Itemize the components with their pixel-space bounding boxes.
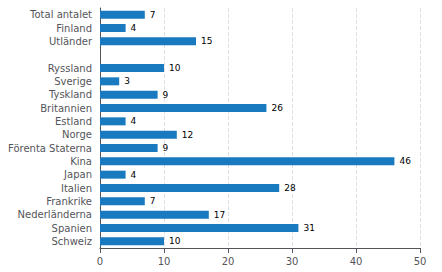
- svg-text:10: 10: [169, 236, 181, 246]
- svg-text:Estland: Estland: [55, 116, 92, 127]
- svg-text:Ryssland: Ryssland: [48, 63, 92, 74]
- svg-text:26: 26: [271, 103, 283, 113]
- svg-text:7: 7: [150, 196, 156, 206]
- svg-text:46: 46: [399, 156, 411, 166]
- svg-text:Spanien: Spanien: [52, 223, 92, 234]
- svg-text:Finland: Finland: [56, 23, 92, 34]
- svg-text:Schweiz: Schweiz: [51, 236, 92, 247]
- svg-text:Tyskland: Tyskland: [48, 89, 92, 100]
- svg-text:50: 50: [414, 256, 427, 267]
- svg-text:Nederländerna: Nederländerna: [18, 209, 92, 220]
- svg-text:Utländer: Utländer: [49, 36, 93, 47]
- svg-text:30: 30: [286, 256, 299, 267]
- svg-text:7: 7: [150, 10, 156, 20]
- svg-text:Sverige: Sverige: [54, 76, 92, 87]
- svg-text:Japan: Japan: [63, 169, 92, 180]
- svg-text:31: 31: [303, 223, 314, 233]
- svg-text:0: 0: [97, 256, 103, 267]
- svg-text:Kina: Kina: [70, 156, 92, 167]
- svg-text:3: 3: [124, 76, 130, 86]
- svg-text:4: 4: [131, 116, 137, 126]
- svg-text:10: 10: [169, 63, 181, 73]
- svg-text:9: 9: [163, 90, 169, 100]
- svg-text:12: 12: [182, 130, 193, 140]
- svg-text:28: 28: [284, 183, 296, 193]
- svg-text:Förenta Staterna: Förenta Staterna: [8, 143, 92, 154]
- svg-text:Britannien: Britannien: [40, 103, 92, 114]
- svg-text:20: 20: [222, 256, 235, 267]
- svg-text:Total antalet: Total antalet: [29, 9, 92, 20]
- svg-text:15: 15: [201, 36, 212, 46]
- svg-text:Norge: Norge: [62, 129, 92, 140]
- svg-text:17: 17: [214, 210, 225, 220]
- svg-text:9: 9: [163, 143, 169, 153]
- svg-text:40: 40: [350, 256, 363, 267]
- svg-text:Italien: Italien: [61, 183, 92, 194]
- svg-text:10: 10: [158, 256, 171, 267]
- svg-text:4: 4: [131, 23, 137, 33]
- svg-text:4: 4: [131, 170, 137, 180]
- svg-text:Frankrike: Frankrike: [46, 196, 92, 207]
